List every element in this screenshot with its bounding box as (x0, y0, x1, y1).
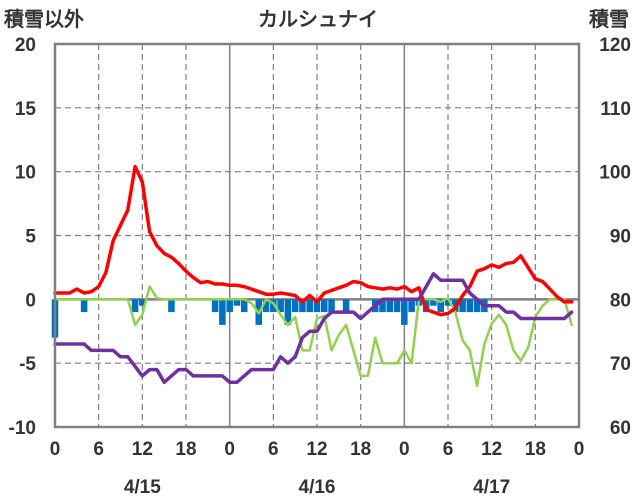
x-tick-label: 0 (574, 439, 585, 460)
x-tick-label: 18 (350, 439, 371, 460)
precipitation-bar (80, 299, 88, 313)
right-tick-label: 60 (610, 418, 631, 439)
grid (55, 44, 579, 427)
right-tick-label: 110 (600, 99, 631, 120)
plot-frame (53, 42, 581, 429)
series-lines (53, 164, 574, 388)
precipitation-bar (168, 299, 175, 313)
precipitation-bar (262, 299, 270, 313)
snow-depth-line (53, 272, 574, 385)
precipitation-bar (437, 299, 444, 313)
date-label: 4/16 (299, 477, 336, 498)
x-tick-label: 6 (443, 439, 454, 460)
x-tick-label: 12 (306, 439, 327, 460)
left-axis-label: 積雪以外 (4, 7, 84, 31)
date-label: 4/15 (124, 477, 161, 498)
precipitation-bar (284, 299, 292, 325)
x-tick-label: 18 (175, 439, 196, 460)
x-tick-label: 12 (132, 439, 153, 460)
x-tick-label: 6 (93, 439, 104, 460)
precipitation-bar (299, 299, 306, 313)
right-tick-label: 90 (610, 227, 631, 248)
left-tick-label: -5 (19, 354, 36, 375)
right-tick-label: 100 (599, 163, 631, 184)
precipitation-bar (393, 299, 401, 313)
right-axis-label: 積雪 (589, 8, 629, 31)
precipitation-bar (328, 299, 335, 313)
precipitation-bar (313, 299, 321, 313)
precipitation-bar (444, 299, 452, 306)
precipitation-bar (270, 299, 277, 313)
precipitation-bar (306, 299, 313, 313)
precipitation-bar (408, 299, 415, 313)
precipitation-bar (219, 299, 226, 325)
precipitation-bar (379, 299, 386, 313)
precipitation-bar (466, 299, 474, 313)
left-tick-label: 5 (25, 227, 36, 248)
precipitation-bar (401, 299, 408, 325)
right-tick-label: 120 (599, 35, 631, 56)
right-tick-label: 80 (610, 290, 631, 311)
x-tick-label: 18 (525, 439, 546, 460)
precipitation-bar (139, 299, 146, 306)
precipitation-bar (459, 299, 466, 313)
left-tick-label: -10 (9, 418, 36, 439)
left-tick-label: 15 (15, 99, 37, 120)
date-label: 4/17 (473, 477, 510, 498)
x-tick-label: 6 (268, 439, 279, 460)
precipitation-bar (321, 299, 328, 313)
precipitation-bar (430, 299, 437, 306)
left-tick-label: 20 (15, 35, 36, 56)
temperature-line (53, 164, 574, 317)
precipitation-bar (131, 299, 139, 313)
precipitation-bars (51, 299, 488, 338)
right-tick-label: 70 (610, 354, 631, 375)
precipitation-bar (233, 299, 241, 306)
precipitation-bar (342, 299, 350, 313)
precipitation-bar (386, 299, 394, 313)
x-tick-label: 12 (481, 439, 502, 460)
x-tick-label: 0 (50, 439, 61, 460)
precipitation-bar (211, 299, 219, 313)
x-tick-label: 0 (399, 439, 410, 460)
precipitation-bar (473, 299, 481, 313)
left-tick-label: 0 (25, 290, 36, 311)
x-tick-label: 0 (224, 439, 235, 460)
precipitation-bar (277, 299, 284, 313)
chart-title: カルシュナイ (258, 7, 378, 31)
precipitation-bar (226, 299, 233, 313)
left-tick-label: 10 (15, 163, 36, 184)
wind-line (53, 285, 573, 388)
precipitation-bar (291, 299, 299, 313)
precipitation-bar (240, 299, 248, 313)
